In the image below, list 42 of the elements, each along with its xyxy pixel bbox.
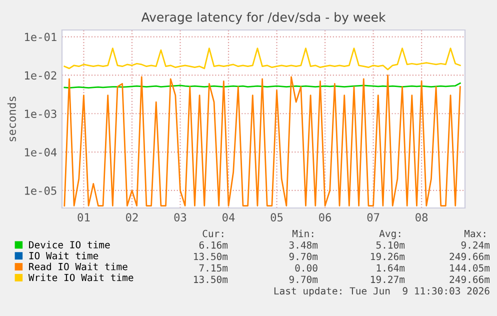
text: 1.64m (376, 264, 405, 272)
y-axis-title: seconds (7, 96, 16, 142)
text: 6.16m (199, 241, 228, 249)
text: 19.26m (371, 252, 405, 260)
text: 9.70m (289, 276, 318, 284)
y-tick-label: 1e-05 (25, 186, 56, 195)
x-tick-label: 05 (270, 213, 283, 222)
x-tick-label: 03 (174, 213, 186, 222)
x-tick-label: 01 (78, 213, 90, 222)
x-tick-label: 07 (367, 213, 380, 222)
x-tick-label: 08 (416, 213, 428, 222)
text: 249.66m (450, 252, 490, 260)
y-tick-label: 1e-03 (25, 110, 56, 118)
x-tick-label: 06 (319, 213, 332, 222)
text: Avg: (379, 230, 400, 240)
legend-label: IO Wait time (29, 252, 98, 260)
text: 7.15m (199, 264, 228, 272)
text: 5.10m (376, 241, 405, 249)
line-series (64, 48, 461, 70)
y-tick-label: 1e-04 (25, 148, 57, 156)
text: Last update: Tue Jun 9 11:30:03 2026 (274, 287, 490, 296)
x-tick-label: 04 (222, 213, 235, 222)
line-series (64, 74, 461, 206)
text: 249.66m (450, 276, 490, 284)
text: 9.24m (461, 241, 490, 249)
text: 144.05m (450, 264, 490, 272)
text: 13.50m (194, 276, 228, 284)
legend-label: Device IO time (29, 240, 110, 248)
text: 3.48m (289, 241, 318, 249)
text: Max: (464, 230, 486, 238)
y-tick-label: 1e-01 (25, 32, 56, 42)
text: 19.27m (371, 276, 405, 284)
text: 9.70m (289, 252, 318, 260)
text: 13.50m (194, 252, 228, 260)
chart-title: Average latency for /dev/sda - by week (141, 12, 386, 24)
legend-label: Read IO Wait time (29, 262, 128, 270)
text: 0.00 (295, 264, 318, 272)
y-tick-label: 1e-02 (25, 71, 56, 80)
text: Min: (292, 230, 314, 238)
x-tick-label: 02 (126, 213, 138, 222)
text: Cur: (202, 230, 224, 238)
legend-label: Write IO Wait time (28, 274, 134, 282)
